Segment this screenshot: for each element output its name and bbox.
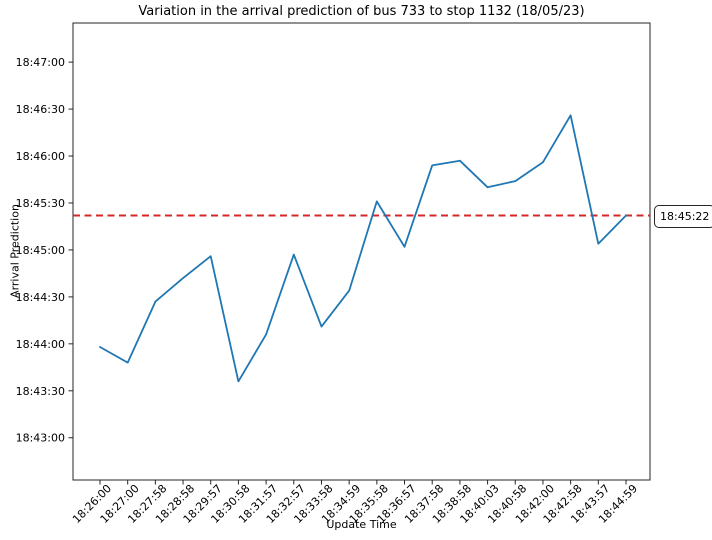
reference-value-annotation: 18:45:22 [654, 205, 712, 228]
y-tick-label: 18:44:00 [16, 338, 65, 351]
y-tick-label: 18:46:30 [16, 103, 65, 116]
y-tick-label: 18:45:30 [16, 197, 65, 210]
y-tick-label: 18:46:00 [16, 150, 65, 163]
x-axis-label: Update Time [326, 518, 397, 531]
y-tick-label: 18:44:30 [16, 291, 65, 304]
y-tick-label: 18:45:00 [16, 244, 65, 257]
y-tick-label: 18:43:00 [16, 432, 65, 445]
y-tick-label: 18:43:30 [16, 385, 65, 398]
plot-border [72, 22, 651, 481]
prediction-line [99, 114, 627, 383]
y-tick-label: 18:47:00 [16, 56, 65, 69]
chart-title: Variation in the arrival prediction of b… [138, 4, 585, 19]
